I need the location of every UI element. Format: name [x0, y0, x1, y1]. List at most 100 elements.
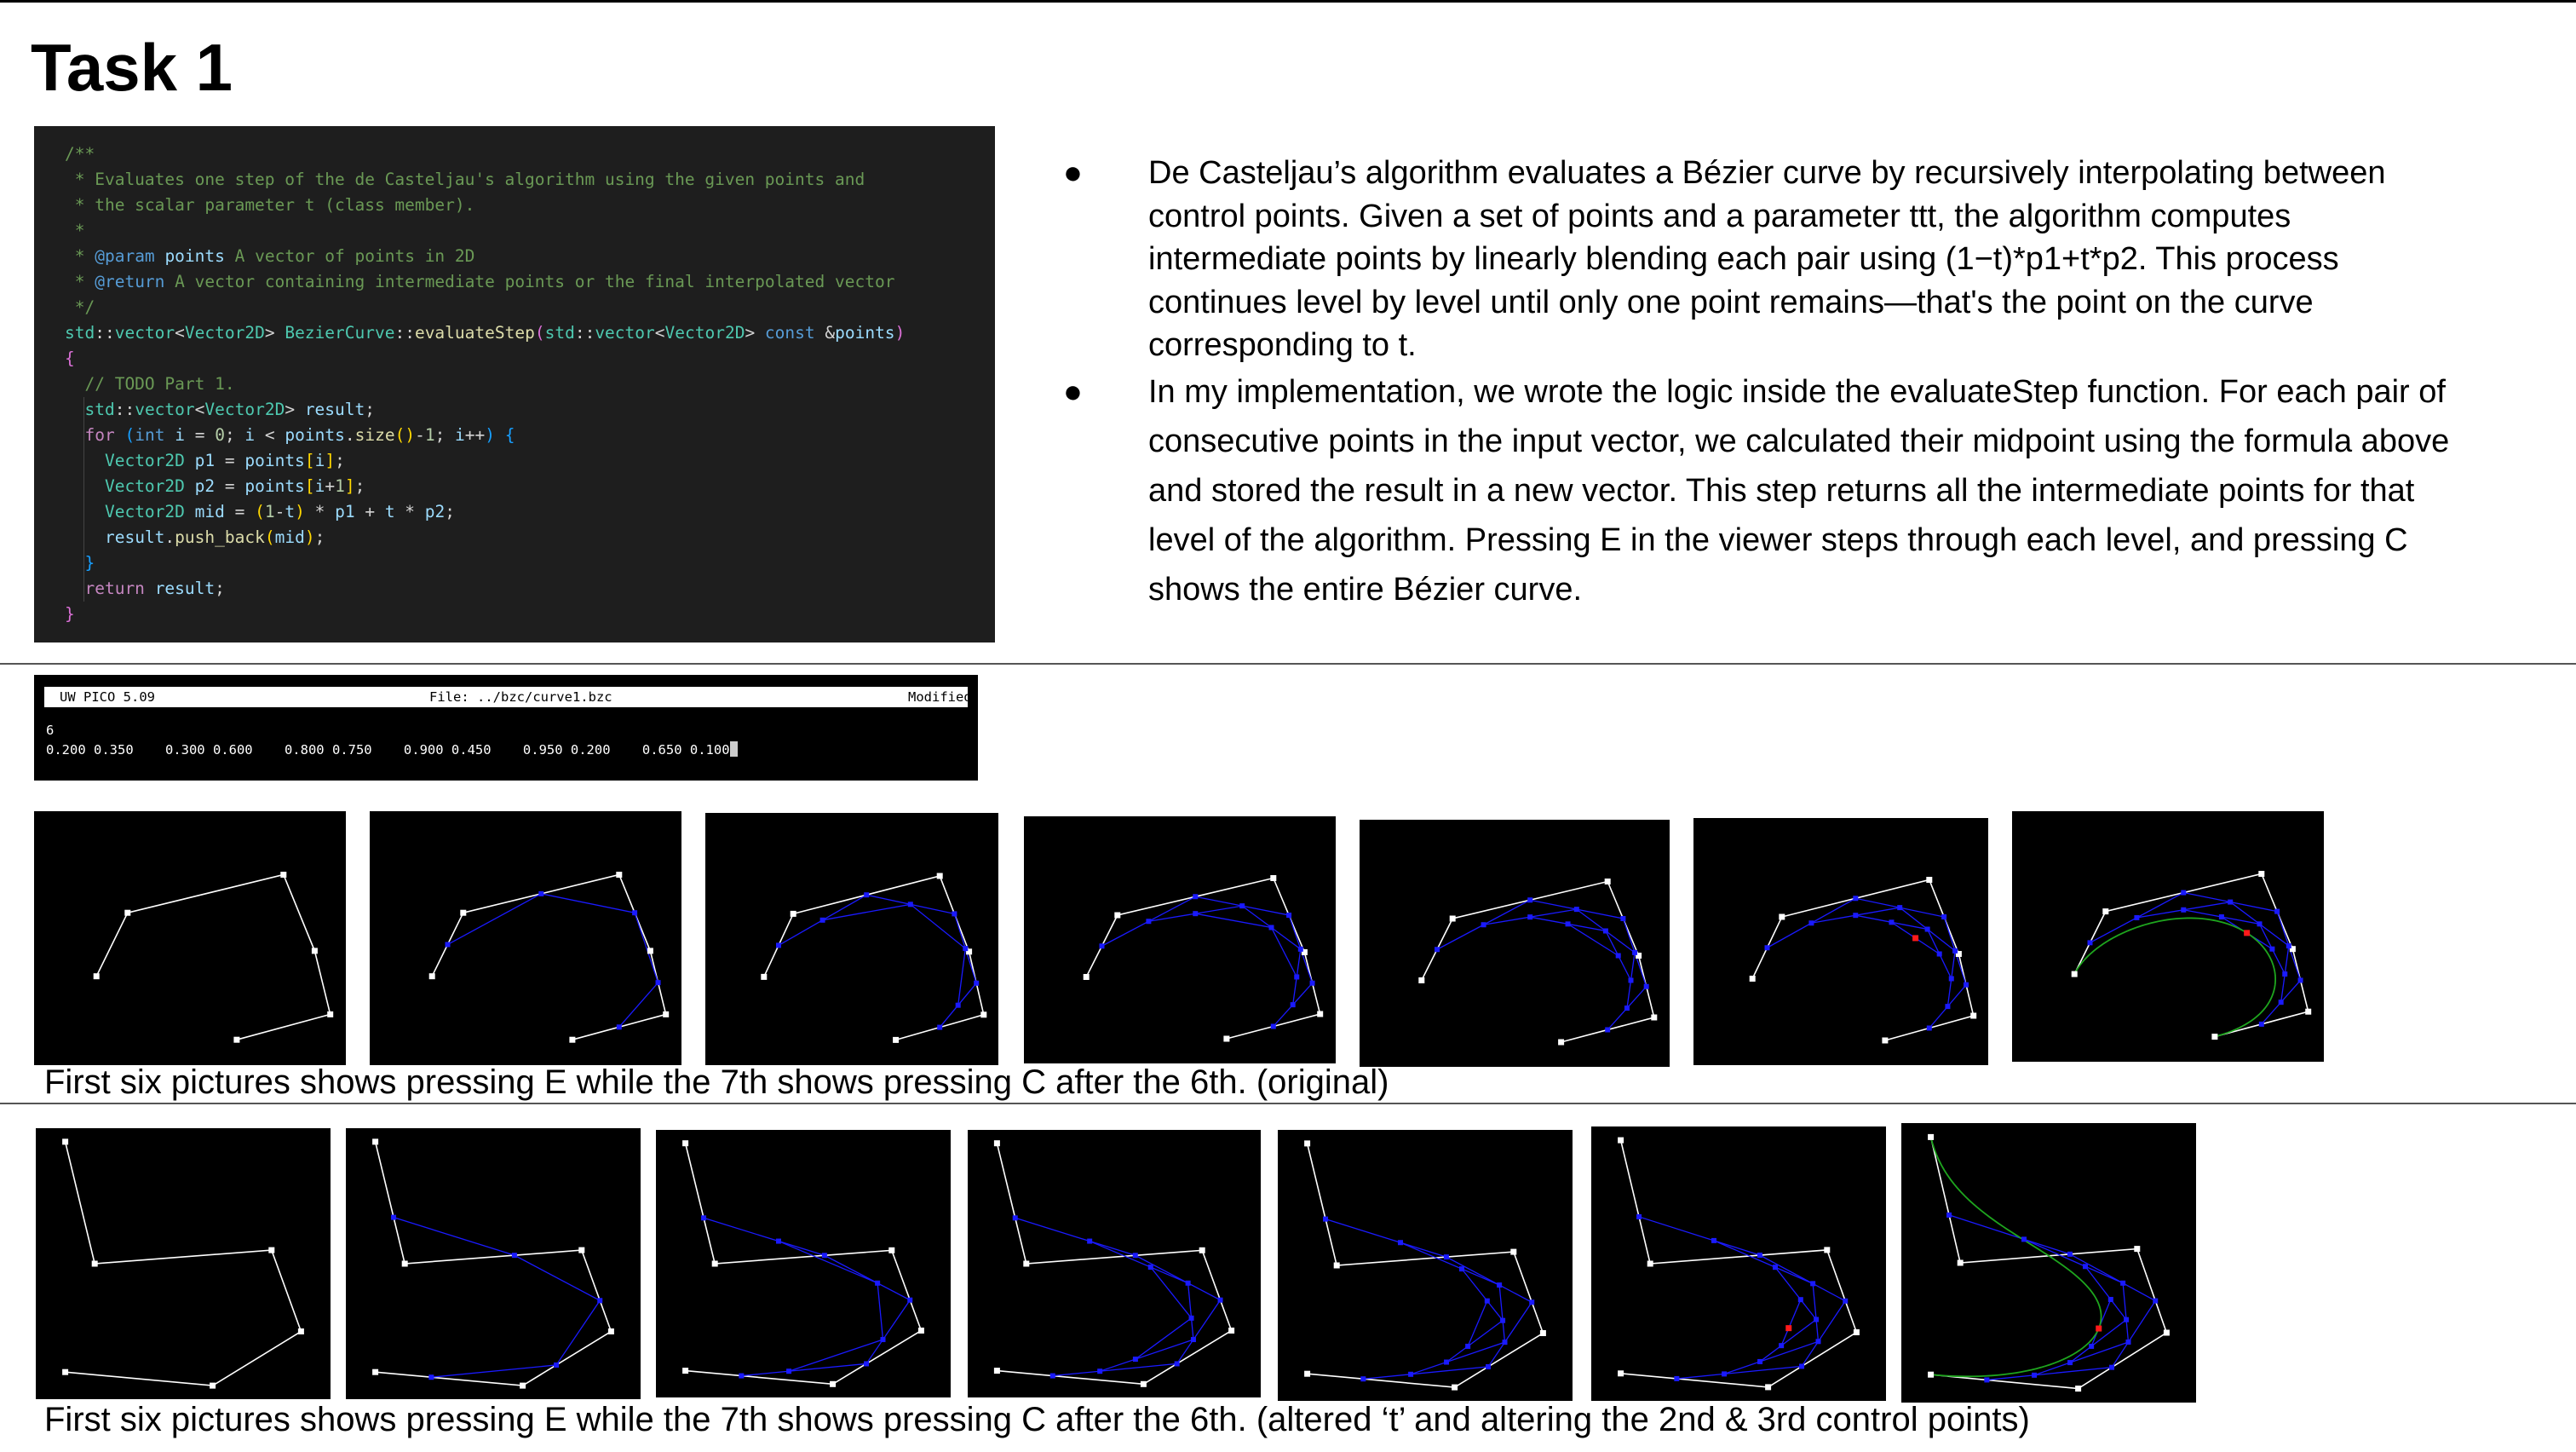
- intermediate-polygon: [778, 894, 977, 1028]
- code-token: const: [764, 323, 815, 343]
- code-token: [65, 579, 84, 598]
- control-point: [1304, 1140, 1311, 1147]
- viewer-screenshot: [1901, 1123, 2196, 1403]
- control-point: [297, 1328, 304, 1334]
- intermediate-point: [1527, 897, 1533, 903]
- code-token: points: [835, 323, 895, 343]
- code-line: /**: [34, 141, 995, 167]
- intermediate-point: [655, 980, 661, 986]
- viewer-screenshot: [1693, 818, 1988, 1065]
- control-point: [1749, 976, 1756, 982]
- control-point: [893, 1036, 900, 1043]
- viewer-screenshot: [34, 811, 346, 1065]
- code-token: p2: [424, 502, 446, 521]
- code-token: Vector2D: [104, 502, 185, 521]
- code-token: [65, 425, 84, 445]
- intermediate-point: [1636, 1213, 1642, 1219]
- code-token: (: [255, 502, 265, 521]
- code-token: Vector2D: [104, 451, 185, 470]
- code-token: ;: [445, 502, 456, 521]
- intermediate-point: [974, 980, 980, 986]
- control-point: [1558, 1039, 1565, 1046]
- editor-count-line: 6: [46, 723, 55, 738]
- intermediate-point: [1602, 928, 1608, 934]
- code-token: [65, 451, 105, 470]
- control-polygon: [1421, 880, 1655, 1043]
- section-divider-1: [0, 663, 2576, 665]
- code-token: .: [164, 527, 175, 547]
- intermediate-point: [1268, 925, 1274, 931]
- intermediate-point: [1185, 1280, 1191, 1286]
- code-token: t: [285, 502, 296, 521]
- intermediate-point: [1946, 1212, 1952, 1218]
- code-line: *: [34, 218, 995, 244]
- intermediate-point: [2153, 1298, 2159, 1304]
- explanation-bullets: ● De Casteljau’s algorithm evaluates a B…: [1063, 152, 2477, 614]
- evaluated-point: [1912, 935, 1919, 942]
- code-token: A vector of points in 2D: [224, 246, 475, 266]
- control-point: [1779, 913, 1785, 920]
- intermediate-polygon: [1713, 1240, 1820, 1375]
- code-line: result.push_back(mid);: [34, 525, 995, 550]
- editor-status: Modified: [908, 689, 972, 705]
- pico-editor-screenshot: UW PICO 5.09 File: ../bzc/curve1.bzc Mod…: [34, 675, 978, 781]
- code-token: 1: [335, 476, 345, 496]
- indent-guide: [83, 499, 84, 525]
- control-point: [1083, 974, 1090, 980]
- editor-app-name: UW PICO 5.09: [60, 689, 155, 705]
- intermediate-point: [2282, 971, 2288, 977]
- intermediate-polygon: [1400, 1242, 1506, 1375]
- intermediate-point: [739, 1373, 745, 1379]
- bezier-curve: [1929, 1137, 2102, 1378]
- control-point: [966, 948, 973, 955]
- code-token: ;: [224, 425, 245, 445]
- intermediate-point: [1814, 1317, 1820, 1322]
- intermediate-point: [2269, 946, 2275, 952]
- code-token: result: [104, 527, 165, 547]
- intermediate-polygon: [447, 893, 659, 1028]
- code-token: ]: [325, 451, 336, 470]
- intermediate-polygon: [2183, 909, 2286, 975]
- intermediate-point: [1398, 1240, 1404, 1246]
- code-token: std: [65, 323, 95, 343]
- control-point: [1853, 1329, 1860, 1335]
- indent-guide: [83, 423, 84, 448]
- control-polygon: [1085, 877, 1321, 1040]
- control-point: [1651, 1014, 1658, 1021]
- control-point: [578, 1247, 585, 1253]
- intermediate-point: [2258, 1021, 2264, 1027]
- intermediate-point: [1757, 1253, 1762, 1259]
- code-token: (): [394, 425, 416, 445]
- code-line: * @return A vector containing intermedia…: [34, 269, 995, 295]
- intermediate-point: [1502, 1340, 1508, 1345]
- code-token: mid: [194, 502, 225, 521]
- control-point: [401, 1260, 408, 1267]
- code-token: ::: [394, 323, 415, 343]
- code-token: <: [255, 425, 285, 445]
- code-token: A vector containing intermediate points …: [164, 272, 895, 291]
- control-point: [1228, 1328, 1235, 1334]
- intermediate-point: [1797, 1297, 1803, 1303]
- code-token: * the scalar parameter t (class member).: [65, 195, 475, 215]
- code-token: p1: [335, 502, 355, 521]
- code-line: for (int i = 0; i < points.size()-1; i++…: [34, 423, 995, 448]
- code-token: ): [295, 502, 305, 521]
- code-token: push_back: [175, 527, 265, 547]
- control-polygon: [1929, 1137, 2168, 1390]
- control-polygon: [684, 1143, 923, 1386]
- intermediate-point: [2021, 1236, 2027, 1242]
- editor-points-line: 0.200 0.350 0.300 0.600 0.800 0.750 0.90…: [46, 741, 738, 758]
- code-token: std: [544, 323, 575, 343]
- code-token: */: [65, 297, 95, 317]
- intermediate-point: [1722, 1371, 1728, 1377]
- intermediate-point: [952, 911, 957, 917]
- code-token: ): [485, 425, 496, 445]
- intermediate-point: [428, 1374, 434, 1380]
- viewer-screenshot: [656, 1130, 951, 1397]
- control-point: [1333, 1262, 1340, 1269]
- intermediate-point: [2120, 1280, 2126, 1286]
- control-polygon: [431, 873, 667, 1040]
- intermediate-point: [1853, 913, 1859, 919]
- intermediate-point: [2067, 1251, 2073, 1257]
- code-token: *: [394, 502, 425, 521]
